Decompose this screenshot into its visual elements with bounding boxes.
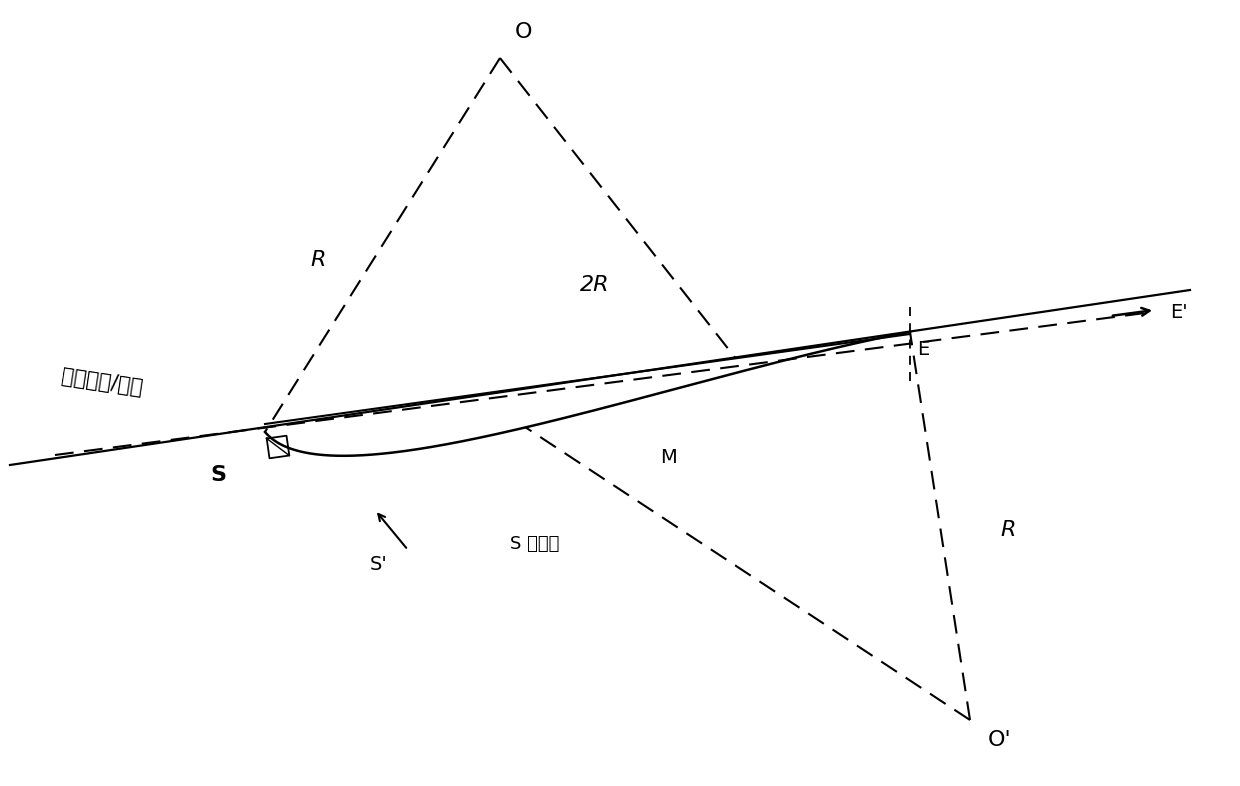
Text: R: R [310, 250, 325, 270]
Text: 隋道设计/轴线: 隋道设计/轴线 [60, 366, 144, 398]
Text: S': S' [370, 555, 388, 574]
Text: E: E [918, 340, 929, 359]
Text: R: R [999, 520, 1016, 540]
Text: S: S [210, 465, 226, 485]
Text: O: O [515, 22, 532, 42]
Text: S 型曲线: S 型曲线 [510, 535, 559, 553]
Text: M: M [660, 448, 677, 467]
Text: 2R: 2R [580, 275, 610, 295]
Text: E': E' [1171, 303, 1188, 321]
Text: O': O' [988, 730, 1012, 750]
